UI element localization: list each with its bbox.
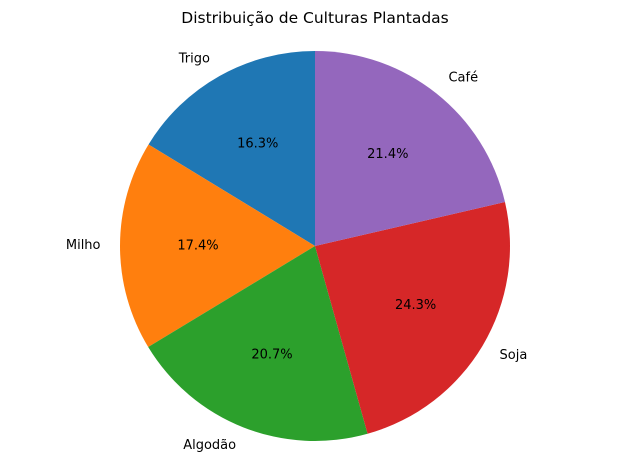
slice-label-trigo: Trigo — [178, 51, 210, 66]
slice-label-cafe: Café — [448, 71, 478, 86]
percent-label-soja: 24.3% — [395, 298, 436, 313]
percent-labels: 16.3% 17.4% 20.7% 24.3% 21.4% — [177, 136, 436, 362]
slice-label-milho: Milho — [66, 238, 101, 253]
pie-slices — [120, 51, 510, 442]
pie-slice-cafe — [315, 51, 505, 246]
pie-slice-algodao — [148, 246, 368, 442]
pie-slice-trigo — [148, 51, 315, 246]
slice-labels: Trigo Milho Algodão Soja Café — [66, 51, 527, 453]
slice-label-soja: Soja — [500, 348, 528, 363]
chart-title: Distribuição de Culturas Plantadas — [181, 9, 448, 27]
percent-label-milho: 17.4% — [177, 238, 218, 253]
percent-label-algodao: 20.7% — [251, 347, 292, 362]
pie-slice-soja — [315, 202, 510, 434]
percent-label-trigo: 16.3% — [237, 136, 278, 151]
percent-label-cafe: 21.4% — [367, 147, 408, 162]
pie-slice-milho — [120, 144, 315, 348]
slice-label-algodao: Algodão — [183, 438, 236, 453]
